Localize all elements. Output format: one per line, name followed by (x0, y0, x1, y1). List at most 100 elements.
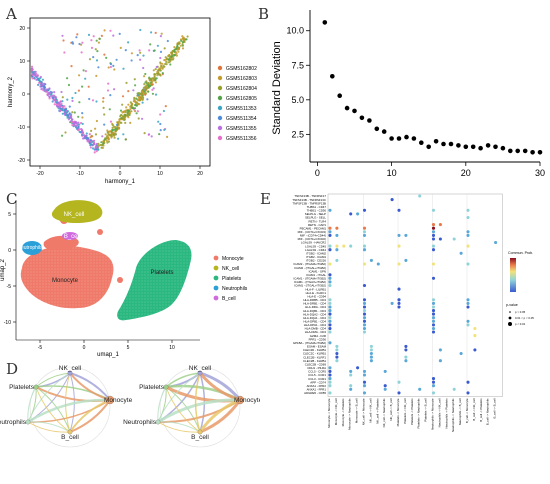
bubble-dot (390, 198, 394, 202)
bubble-dot (362, 208, 367, 212)
bubble-dot (369, 351, 373, 356)
umap-legend-label: Monocyte (222, 256, 244, 262)
bubble-dot (362, 244, 367, 248)
bubble-dot (362, 309, 367, 313)
umap-x-tick: 10 (169, 345, 175, 351)
source-target-label: NK_cell -> Neutrophils (382, 398, 386, 427)
network-node (33, 384, 39, 390)
bubble-dot (431, 377, 436, 381)
bubble-dot (335, 348, 339, 352)
bubble-dot (369, 258, 373, 262)
network-edge (69, 372, 111, 401)
bubble-dot (431, 319, 436, 323)
bubble-dot (404, 258, 408, 262)
umap-x-axis-label: umap_1 (97, 352, 119, 358)
pair-label: THBS1 - CD36 (307, 209, 327, 213)
bubble-dot (466, 208, 470, 212)
elbow-x-tick: 20 (461, 168, 471, 178)
network-node-label: B_cell (191, 434, 209, 441)
bubble-dot (404, 344, 408, 348)
bubble-dot (431, 316, 436, 320)
bubble-dot (383, 387, 387, 391)
bubble-dot (362, 301, 367, 305)
bubble-dot (466, 262, 470, 266)
bubble-dot (466, 323, 470, 327)
umap-y-tick: -10 (4, 320, 11, 326)
elbow-x-tick: 0 (315, 168, 320, 178)
harmony-legend-label: GSM5511353 (226, 106, 257, 112)
elbow-y-axis-label: Standard Deviation (271, 41, 283, 135)
network-node (235, 395, 245, 405)
bubble-dot (438, 237, 442, 241)
bubble-dot (369, 359, 373, 363)
pair-label: ITGB2 - ICAM2 (306, 251, 326, 255)
panel-letter-a: A (6, 5, 17, 23)
harmony-legend-label: GSM5162803 (226, 76, 257, 82)
bubble-dot (431, 248, 436, 252)
bubble-dot (383, 384, 387, 388)
source-target-label: Neutrophils -> NK_cell (437, 398, 441, 427)
source-target-label: Monocyte -> Platelets (341, 398, 345, 426)
source-target-label: Neutrophils -> Monocyte (431, 398, 435, 430)
bubble-dot (452, 387, 456, 391)
bubble-dot (328, 248, 332, 252)
harmony-legend-label: GSM5162804 (226, 86, 257, 92)
bubble-dot (466, 244, 470, 248)
harmony-legend-swatch (217, 115, 223, 121)
bubble-dot (328, 369, 332, 373)
network-node (105, 395, 115, 405)
elbow-point (500, 145, 506, 151)
elbow-point (404, 134, 409, 140)
bubble-dot (431, 262, 436, 266)
harmony-legend-swatch (217, 125, 223, 131)
pair-label: MIF - (CD74+CXCR2) (298, 237, 326, 241)
pair-label: ANXA1 - FPR2 (307, 384, 327, 388)
pair-label: ICAM2 - (ITGAL+ITGB2) (294, 266, 326, 270)
pair-label: GP1BA - (ITGAM+ITGB2) (293, 341, 326, 345)
bubble-dot (328, 233, 332, 237)
bubble-dot (335, 355, 339, 359)
pair-label: TNFSF13B - TNFRSF13B (292, 201, 326, 205)
pair-label: HLA-DRB1 - CD4 (303, 302, 326, 306)
bubble-dot (397, 287, 401, 291)
pair-label: PECAM1 - PECAM1 (300, 226, 327, 230)
bubble-dot (362, 305, 367, 309)
pair-label: CLEC2B - KLRB1 (303, 359, 326, 363)
bubble-dot (335, 359, 339, 363)
umap-legend-label: NK_cell (222, 266, 239, 272)
elbow-point (330, 74, 335, 79)
commun-prob-legend-title: Commun. Prob. (508, 251, 533, 255)
source-target-label: Platelets -> Platelets (410, 398, 414, 425)
network-node (67, 370, 73, 376)
bubble-dot (431, 380, 436, 384)
harmony-legend-label: GSM5162805 (226, 96, 257, 102)
source-target-label: B_cell -> Neutrophils (486, 398, 490, 425)
network-edge (199, 399, 242, 434)
umap-label-nk-cell: NK_cell (64, 212, 85, 218)
source-target-label: B_cell -> Monocyte (465, 398, 469, 423)
bubble-dot (431, 309, 436, 313)
bubble-dot (328, 316, 332, 320)
pvalue-level-3: p < 0.01 (515, 322, 526, 326)
panel-d-network-plots: NK_cell Platelets Monocyte Neutrophils B_cel… (0, 365, 260, 448)
network-edge (157, 372, 201, 423)
bubble-dot (362, 233, 367, 237)
bubble-dot (342, 244, 346, 248)
bubble-legend: Commun. Prob. p-value p > 0.05 0.01 < p … (506, 251, 534, 326)
bubble-dot (362, 283, 367, 288)
harmony-x-tick: 0 (119, 171, 122, 177)
bubble-dot (404, 233, 408, 237)
harmony-y-tick: 10 (19, 59, 25, 65)
bubble-dot (404, 359, 408, 363)
umap-clusters (20, 200, 192, 321)
pair-label: CLEC2B - KLRF1 (303, 355, 326, 359)
bubble-dot (418, 194, 422, 198)
bubble-dot (466, 380, 470, 384)
bubble-dot (362, 323, 367, 327)
network-node-label: NK_cell (189, 365, 212, 372)
bubble-dot (362, 230, 367, 234)
bubble-dot (335, 226, 339, 230)
bubble-dot (466, 298, 470, 302)
elbow-point (515, 148, 520, 154)
